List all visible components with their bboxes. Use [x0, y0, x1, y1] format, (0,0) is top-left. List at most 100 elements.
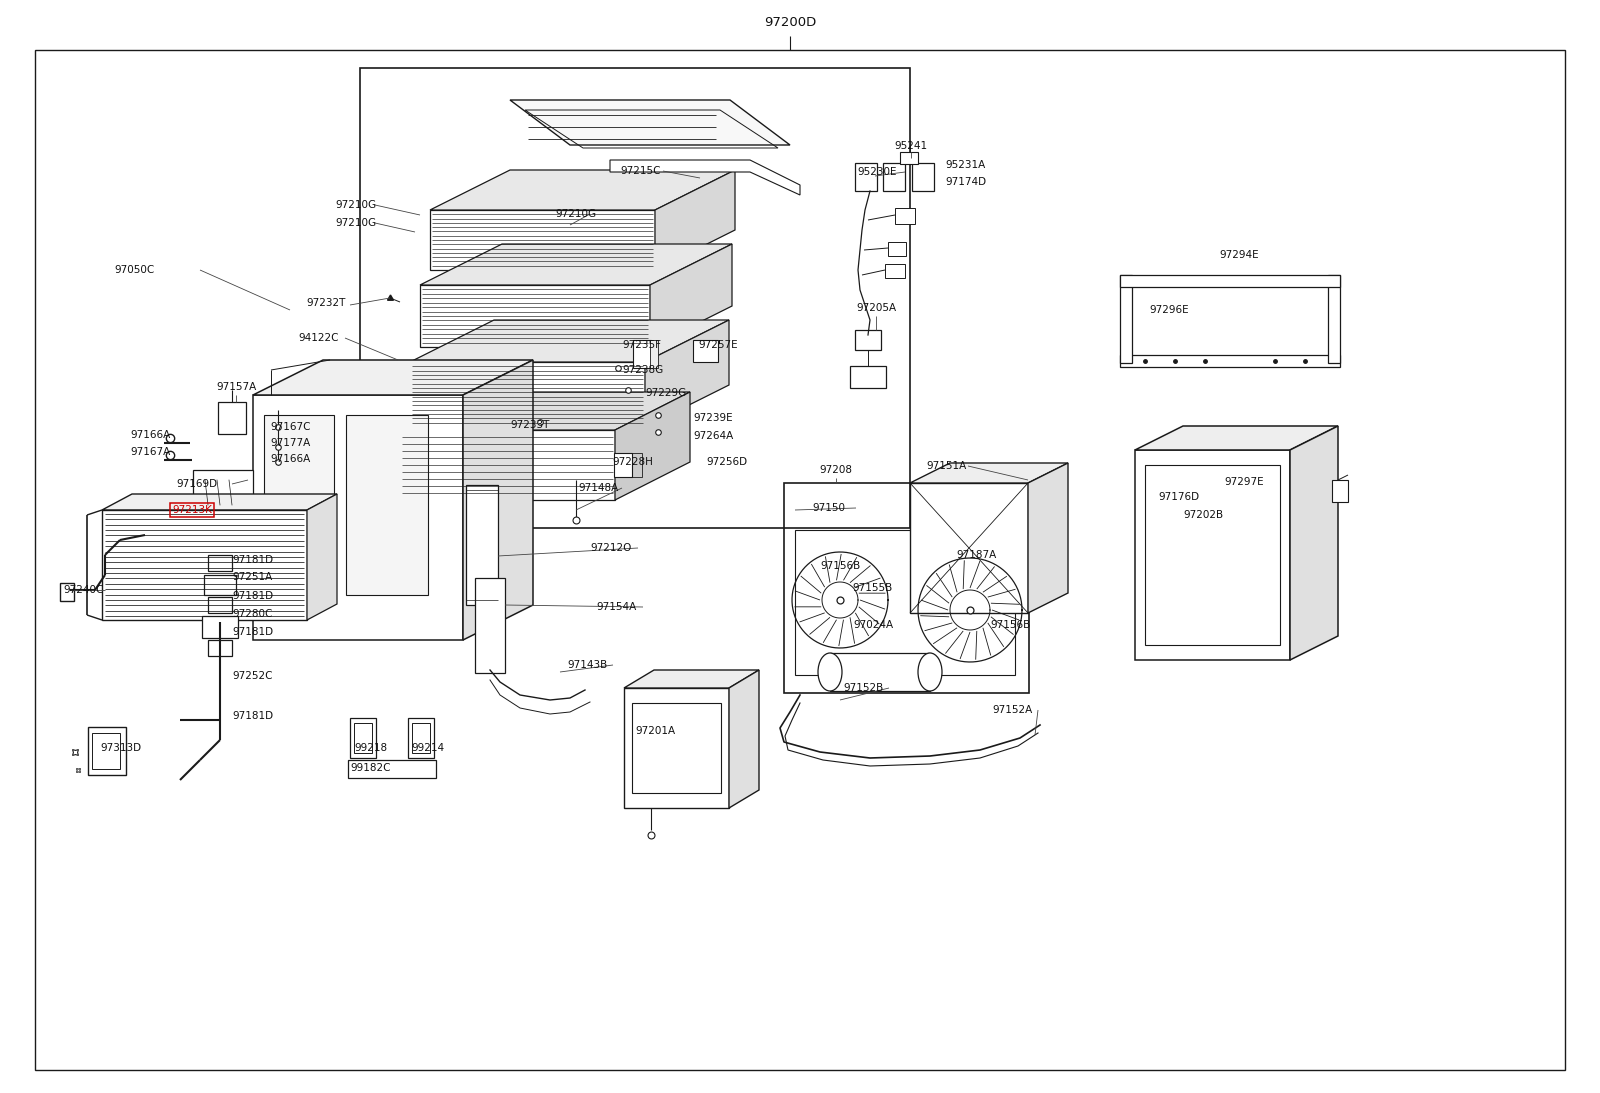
- Text: 97152A: 97152A: [992, 705, 1032, 715]
- Text: 97148A: 97148A: [578, 483, 618, 493]
- Text: 99182C: 99182C: [350, 763, 392, 773]
- Polygon shape: [1134, 450, 1290, 660]
- Bar: [264, 415, 334, 595]
- Text: 97256D: 97256D: [706, 457, 747, 467]
- Text: 97251A: 97251A: [232, 572, 272, 581]
- Ellipse shape: [818, 653, 842, 691]
- Polygon shape: [253, 395, 462, 640]
- Ellipse shape: [918, 653, 942, 691]
- Polygon shape: [910, 463, 1069, 483]
- Bar: [854, 163, 877, 191]
- Text: 97235F: 97235F: [622, 340, 661, 350]
- Text: 95231A: 95231A: [946, 160, 986, 171]
- Bar: [208, 640, 232, 656]
- Polygon shape: [102, 494, 338, 510]
- Bar: [61, 583, 74, 601]
- Text: 97240C: 97240C: [62, 585, 104, 595]
- Text: 97233T: 97233T: [510, 420, 549, 430]
- Text: 95230E: 95230E: [858, 167, 896, 177]
- Bar: [885, 265, 906, 278]
- Text: 97156B: 97156B: [821, 561, 861, 571]
- Text: 97229G: 97229G: [645, 388, 686, 398]
- Text: 97151A: 97151A: [926, 461, 966, 471]
- Text: 97212O: 97212O: [590, 543, 632, 553]
- Text: 97167C: 97167C: [270, 422, 310, 432]
- Bar: [194, 470, 253, 514]
- Text: 97280C: 97280C: [232, 609, 272, 619]
- Bar: [784, 483, 1029, 693]
- Bar: [632, 703, 722, 794]
- Text: 97264A: 97264A: [693, 431, 733, 440]
- Text: 97152B: 97152B: [843, 683, 883, 693]
- Text: 97177A: 97177A: [270, 438, 310, 448]
- Bar: [1146, 465, 1280, 645]
- Text: 97050C: 97050C: [115, 265, 155, 275]
- Text: 99218: 99218: [355, 743, 387, 753]
- Polygon shape: [410, 362, 645, 427]
- Bar: [88, 727, 126, 775]
- Bar: [888, 242, 906, 256]
- Text: 97150: 97150: [813, 503, 845, 513]
- Bar: [102, 510, 307, 620]
- Text: 97187A: 97187A: [957, 550, 997, 560]
- Bar: [1120, 275, 1133, 363]
- Polygon shape: [253, 360, 533, 395]
- Polygon shape: [430, 171, 734, 210]
- Bar: [360, 68, 910, 528]
- Bar: [912, 163, 934, 191]
- Text: 97174D: 97174D: [946, 177, 986, 187]
- Text: 95241: 95241: [894, 141, 928, 151]
- Polygon shape: [624, 670, 758, 687]
- Bar: [894, 208, 915, 224]
- Text: 97239E: 97239E: [693, 413, 733, 423]
- Text: 97296E: 97296E: [1149, 305, 1189, 315]
- Text: 97210G: 97210G: [334, 200, 376, 210]
- Bar: [205, 575, 237, 595]
- Bar: [350, 718, 376, 759]
- Bar: [634, 340, 651, 368]
- Polygon shape: [614, 392, 690, 500]
- Text: 97176D: 97176D: [1158, 492, 1198, 502]
- Bar: [830, 653, 930, 691]
- Polygon shape: [421, 285, 650, 346]
- Text: 97213K: 97213K: [173, 505, 211, 515]
- Text: 97181D: 97181D: [232, 591, 274, 601]
- Text: 97202B: 97202B: [1182, 510, 1222, 520]
- Bar: [354, 722, 373, 753]
- Text: 97181D: 97181D: [232, 555, 274, 565]
- Text: 97167A: 97167A: [130, 447, 170, 457]
- Bar: [614, 453, 632, 477]
- Text: 99214: 99214: [411, 743, 445, 753]
- Polygon shape: [421, 244, 733, 285]
- Text: 97181D: 97181D: [232, 627, 274, 637]
- Bar: [208, 555, 232, 571]
- Polygon shape: [510, 99, 790, 145]
- Bar: [1331, 480, 1347, 502]
- Polygon shape: [624, 687, 730, 808]
- Text: 97238G: 97238G: [622, 365, 664, 375]
- Text: 97157A: 97157A: [216, 381, 256, 392]
- Polygon shape: [645, 320, 730, 427]
- Bar: [413, 722, 430, 753]
- Text: 97294E: 97294E: [1219, 250, 1259, 260]
- Bar: [202, 616, 238, 638]
- Text: 97205A: 97205A: [856, 303, 896, 313]
- Bar: [901, 152, 918, 164]
- Bar: [693, 340, 718, 362]
- Text: 97166A: 97166A: [270, 454, 310, 465]
- Text: 97181D: 97181D: [232, 712, 274, 721]
- Text: 97154A: 97154A: [597, 602, 637, 612]
- Text: 97215C: 97215C: [621, 166, 661, 176]
- Text: 97166A: 97166A: [130, 430, 170, 440]
- Text: 97169D: 97169D: [176, 479, 218, 489]
- Text: 97252C: 97252C: [232, 671, 272, 681]
- Text: 97210G: 97210G: [555, 209, 597, 219]
- Bar: [349, 760, 437, 778]
- Polygon shape: [910, 483, 1027, 613]
- Bar: [795, 530, 1014, 675]
- Bar: [218, 402, 246, 434]
- Text: 97297E: 97297E: [1224, 477, 1264, 487]
- Polygon shape: [610, 160, 800, 195]
- Text: 97155B: 97155B: [853, 583, 893, 593]
- Bar: [883, 163, 906, 191]
